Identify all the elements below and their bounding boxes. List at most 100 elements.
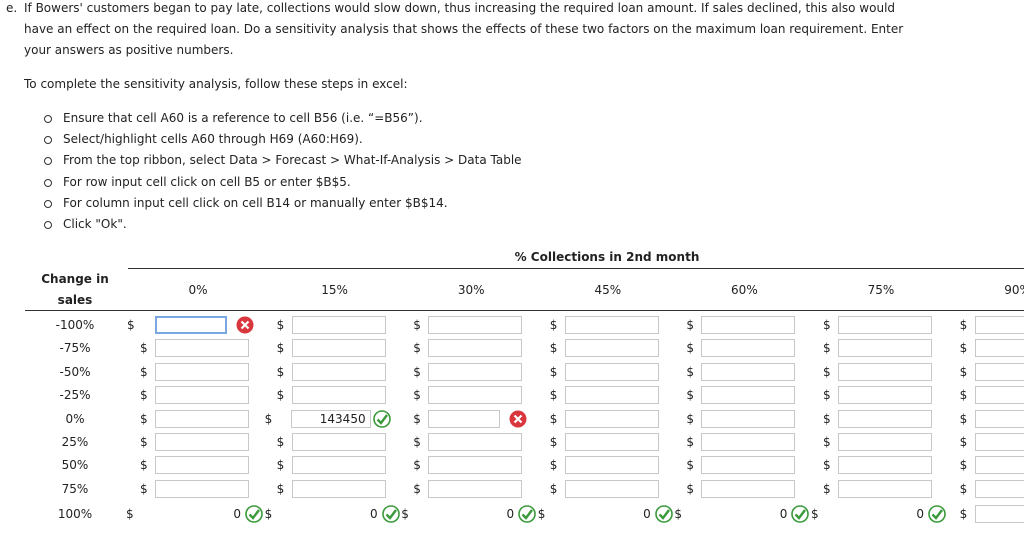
currency: $ [127, 318, 135, 332]
answer-input[interactable] [428, 316, 523, 334]
answer-input[interactable] [701, 362, 796, 381]
answer-input[interactable] [564, 386, 659, 405]
answer-input[interactable] [291, 479, 386, 498]
answer-input[interactable] [564, 456, 659, 475]
answer-input[interactable] [155, 339, 249, 358]
currency: $ [276, 481, 285, 496]
answer-input[interactable] [428, 339, 523, 358]
answer-input[interactable] [564, 339, 659, 358]
answer-input[interactable]: 0 [154, 505, 246, 524]
correct-icon [791, 505, 810, 523]
currency: $ [686, 435, 695, 449]
bullet [44, 221, 52, 229]
answer-input[interactable] [838, 456, 932, 475]
currency: $ [823, 318, 831, 332]
answer-input[interactable] [701, 386, 796, 405]
answer-input[interactable] [428, 386, 523, 405]
answer-input[interactable] [838, 479, 932, 498]
answer-input[interactable] [155, 433, 249, 451]
answer-input[interactable] [291, 339, 386, 358]
correct-icon [928, 505, 946, 523]
answer-input[interactable] [974, 456, 1024, 475]
currency: $ [276, 435, 285, 449]
currency: $ [413, 481, 421, 496]
answer-input[interactable] [701, 433, 796, 451]
answer-input[interactable] [155, 386, 249, 405]
answer-input[interactable] [155, 362, 249, 381]
answer-input[interactable] [838, 316, 932, 334]
answer-input[interactable] [291, 362, 386, 381]
currency: $ [413, 364, 421, 379]
answer-input[interactable]: 143450 [290, 409, 371, 428]
answer-input[interactable] [428, 456, 523, 475]
answer-input[interactable] [838, 339, 932, 358]
row-label: -100% [55, 318, 95, 332]
currency: $ [686, 411, 695, 426]
answer-input[interactable]: 0 [563, 505, 656, 524]
correct-icon [372, 409, 391, 428]
answer-input[interactable] [428, 409, 501, 428]
answer-input[interactable] [564, 479, 659, 498]
question-line: have an effect on the required loan. Do … [24, 22, 904, 36]
answer-input[interactable] [428, 479, 523, 498]
currency: $ [413, 458, 421, 473]
rule [25, 310, 1024, 311]
answer-input[interactable] [838, 409, 932, 428]
row-label: 25% [61, 435, 89, 449]
answer-input[interactable] [701, 409, 796, 428]
answer-input[interactable] [974, 339, 1024, 358]
answer-input[interactable] [974, 505, 1024, 524]
answer-input[interactable] [291, 433, 386, 451]
answer-input[interactable] [155, 479, 249, 498]
column-header: 60% [731, 283, 758, 297]
answer-input[interactable] [291, 386, 386, 405]
answer-input[interactable] [155, 316, 227, 334]
bullet [44, 199, 52, 208]
answer-input[interactable] [974, 386, 1024, 405]
answer-input[interactable] [701, 456, 796, 475]
row-header: Change in [41, 272, 109, 286]
currency: $ [549, 481, 558, 496]
currency: $ [413, 318, 421, 332]
answer-input[interactable] [155, 456, 249, 475]
currency: $ [413, 341, 421, 356]
answer-input[interactable] [838, 362, 932, 381]
answer-input[interactable] [974, 433, 1024, 451]
currency: $ [549, 388, 558, 403]
answer-input[interactable] [564, 433, 659, 451]
incorrect-icon [509, 410, 527, 428]
currency: $ [811, 507, 819, 522]
answer-input[interactable] [974, 479, 1024, 498]
answer-input[interactable] [701, 479, 796, 498]
answer-input[interactable] [701, 316, 796, 334]
answer-input[interactable]: 0 [837, 505, 929, 524]
answer-input[interactable] [974, 409, 1024, 428]
answer-input[interactable] [564, 409, 659, 428]
bullet [44, 136, 52, 145]
answer-input[interactable]: 0 [427, 505, 520, 524]
answer-input[interactable] [974, 316, 1024, 334]
answer-input[interactable] [564, 362, 659, 381]
currency: $ [686, 364, 695, 379]
answer-input[interactable] [155, 409, 249, 428]
currency: $ [959, 507, 968, 522]
answer-input[interactable] [974, 362, 1024, 381]
answer-input[interactable] [701, 339, 796, 358]
currency: $ [823, 481, 831, 496]
answer-input[interactable] [564, 316, 659, 334]
correct-icon [518, 505, 536, 523]
answer-input[interactable] [291, 316, 386, 334]
correct-icon [381, 505, 400, 523]
answer-input[interactable]: 0 [700, 505, 793, 524]
currency: $ [537, 507, 546, 522]
answer-input[interactable] [291, 456, 386, 475]
bullet [44, 157, 52, 166]
instructions-intro: To complete the sensitivity analysis, fo… [24, 77, 408, 91]
answer-input[interactable] [428, 362, 523, 381]
answer-input[interactable] [838, 386, 932, 405]
answer-input[interactable]: 0 [290, 505, 383, 524]
answer-input[interactable] [838, 433, 932, 451]
question-line: If Bowers' customers began to pay late, … [24, 1, 896, 15]
currency: $ [401, 507, 409, 522]
answer-input[interactable] [428, 433, 523, 451]
